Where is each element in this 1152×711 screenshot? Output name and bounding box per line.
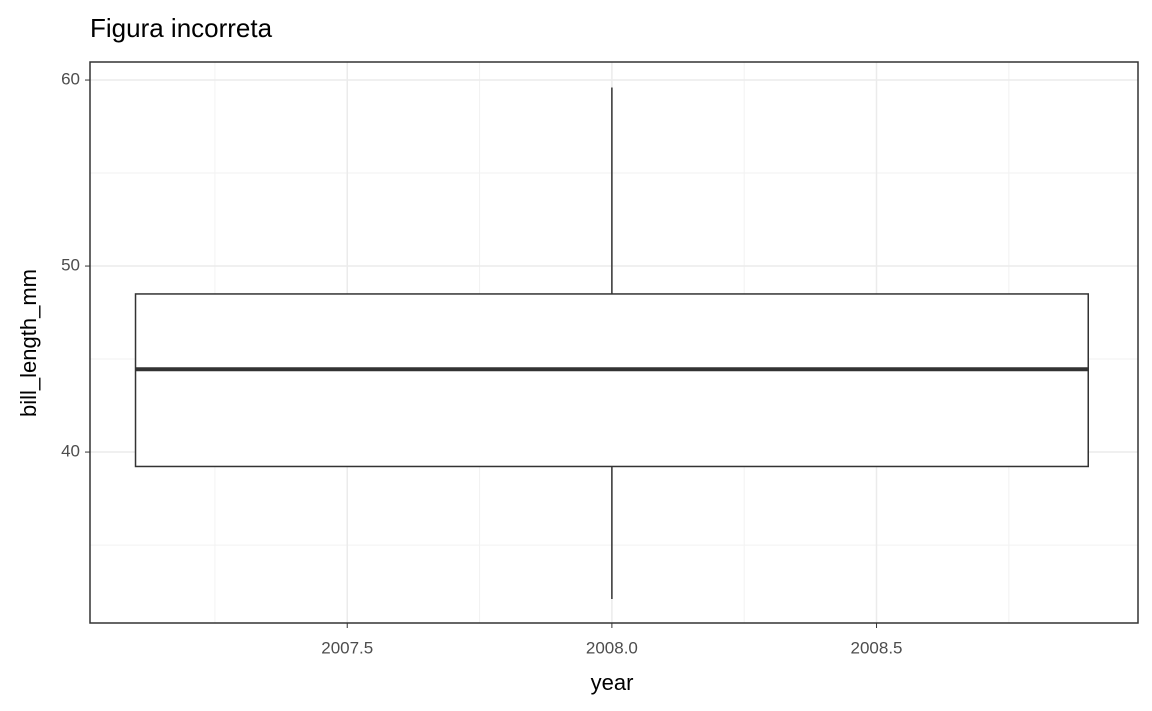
- y-tick-label: 50: [61, 256, 80, 275]
- y-axis-title: bill_length_mm: [16, 269, 41, 417]
- y-tick-label: 60: [61, 70, 80, 89]
- chart-title: Figura incorreta: [90, 13, 273, 43]
- x-tick-label: 2008.5: [851, 638, 903, 657]
- box: [134, 293, 1089, 468]
- y-tick-label: 40: [61, 442, 80, 461]
- x-tick-label: 2007.5: [321, 638, 373, 657]
- panel-border: [89, 61, 1139, 624]
- x-tick-label: 2008.0: [586, 638, 638, 657]
- x-axis-title: year: [591, 670, 634, 695]
